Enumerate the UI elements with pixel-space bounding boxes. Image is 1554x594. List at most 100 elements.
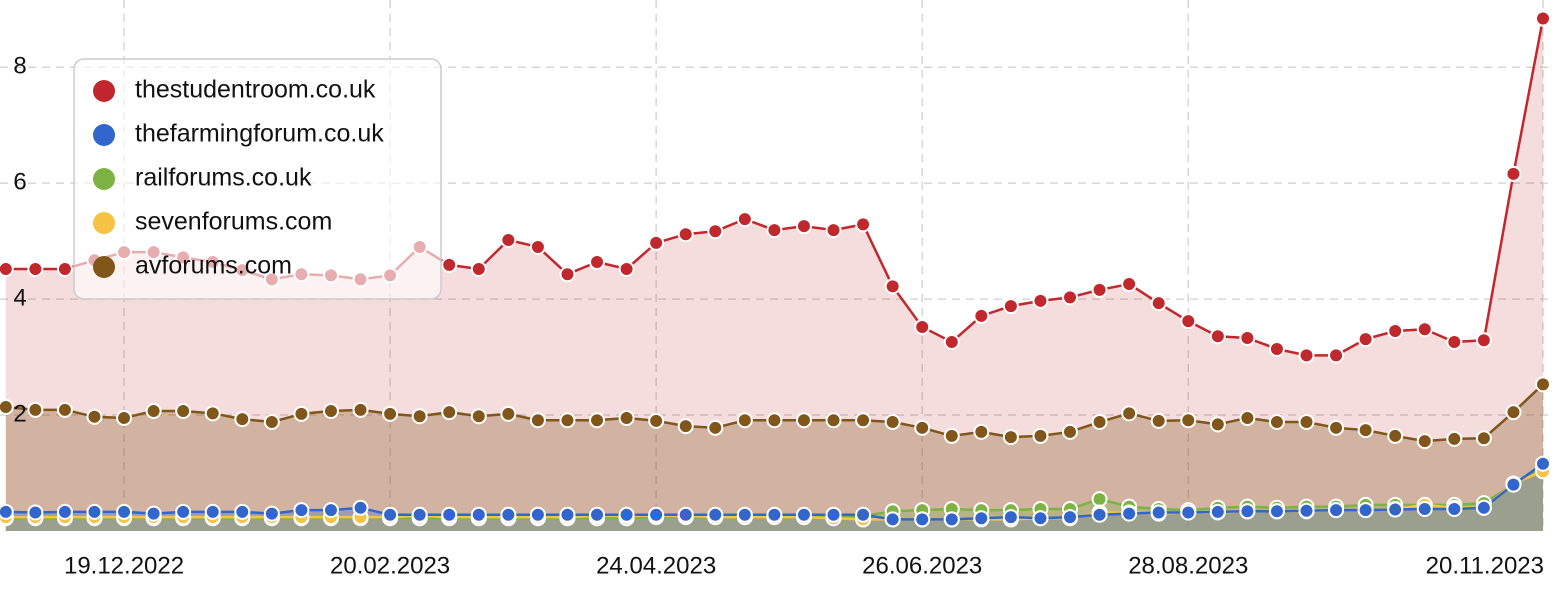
data-point [441, 404, 458, 421]
y-tick-label: 2 [13, 400, 26, 427]
data-point [1446, 334, 1463, 351]
y-tick-label: 6 [13, 169, 26, 196]
data-point [1505, 476, 1522, 493]
legend-label: sevenforums.com [135, 208, 332, 236]
data-point [973, 510, 990, 527]
data-point [855, 506, 872, 523]
data-point [352, 401, 369, 418]
data-point [1328, 419, 1345, 436]
data-point [914, 318, 931, 335]
data-point [1446, 500, 1463, 517]
legend-label: railforums.co.uk [135, 164, 312, 192]
data-point [263, 505, 280, 522]
data-point [1328, 347, 1345, 364]
data-point [116, 503, 133, 520]
data-point [1505, 165, 1522, 182]
data-point [1150, 412, 1167, 429]
data-point [500, 231, 517, 248]
data-point [441, 256, 458, 273]
data-point [204, 503, 221, 520]
data-point [648, 234, 665, 251]
data-point [263, 414, 280, 431]
data-point [1180, 504, 1197, 521]
data-point [1475, 499, 1492, 516]
data-point [943, 511, 960, 528]
data-point [1475, 332, 1492, 349]
data-point [529, 238, 546, 255]
data-point [27, 260, 44, 277]
data-point [884, 511, 901, 528]
data-point [618, 260, 635, 277]
x-tick-label: 20.11.2023 [1426, 552, 1544, 579]
data-point [382, 405, 399, 422]
data-point [27, 401, 44, 418]
data-point [1357, 422, 1374, 439]
data-point [145, 403, 162, 420]
data-point [943, 334, 960, 351]
data-point [175, 503, 192, 520]
legend-marker [93, 212, 115, 234]
data-point [825, 222, 842, 239]
data-point [1268, 503, 1285, 520]
data-point [1387, 501, 1404, 518]
data-point [1298, 502, 1315, 519]
data-point [589, 254, 606, 271]
data-point [825, 506, 842, 523]
data-point [1180, 313, 1197, 330]
x-tick-label: 20.02.2023 [330, 552, 450, 579]
legend-box [73, 58, 442, 300]
data-point [1239, 503, 1256, 520]
data-point [234, 503, 251, 520]
data-point [529, 412, 546, 429]
data-point [1268, 340, 1285, 357]
y-tick-label: 4 [13, 284, 26, 311]
data-point [145, 505, 162, 522]
data-point [648, 506, 665, 523]
data-point [766, 506, 783, 523]
data-point [914, 511, 931, 528]
x-tick-label: 24.04.2023 [596, 552, 716, 579]
data-point [1091, 281, 1108, 298]
data-point [1239, 329, 1256, 346]
data-point [1268, 414, 1285, 431]
data-point [1002, 429, 1019, 446]
data-point [677, 226, 694, 243]
x-tick-label: 26.06.2023 [862, 552, 982, 579]
data-point [86, 408, 103, 425]
x-tick-label: 19.12.2022 [64, 552, 184, 579]
data-point [27, 504, 44, 521]
data-point [56, 503, 73, 520]
data-point [411, 408, 428, 425]
data-point [293, 405, 310, 422]
data-point [352, 499, 369, 516]
data-point [1328, 502, 1345, 519]
data-point [1062, 509, 1079, 526]
data-point [1416, 500, 1433, 517]
data-point [1209, 416, 1226, 433]
data-point [1535, 376, 1551, 393]
data-point [1002, 298, 1019, 315]
legend-label: avforums.com [135, 252, 292, 280]
data-point [736, 412, 753, 429]
data-point [559, 506, 576, 523]
data-point [0, 260, 14, 277]
data-point [56, 401, 73, 418]
data-point [1002, 509, 1019, 526]
legend: thestudentroom.co.uk thefarmingforum.co.u… [73, 58, 442, 300]
data-point [855, 412, 872, 429]
data-point [1062, 289, 1079, 306]
data-point [707, 506, 724, 523]
data-point [1535, 10, 1551, 27]
data-point [322, 502, 339, 519]
data-point [175, 403, 192, 420]
data-point [204, 405, 221, 422]
y-tick-label: 8 [13, 53, 26, 80]
data-point [293, 502, 310, 519]
data-point [973, 307, 990, 324]
data-point [648, 412, 665, 429]
data-point [470, 260, 487, 277]
legend-marker [93, 256, 115, 278]
data-point [234, 411, 251, 428]
data-point [1091, 506, 1108, 523]
